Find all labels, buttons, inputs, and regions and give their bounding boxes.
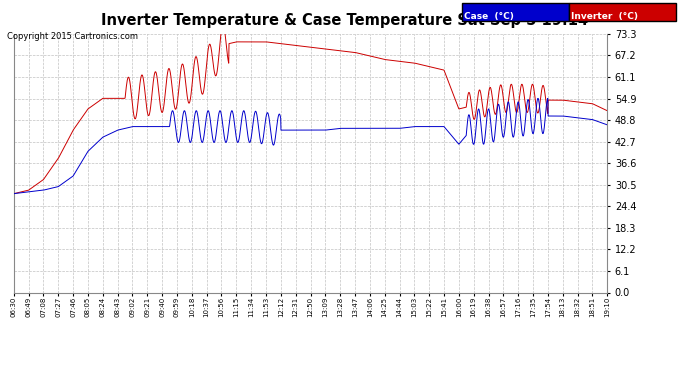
Text: Copyright 2015 Cartronics.com: Copyright 2015 Cartronics.com bbox=[7, 32, 138, 41]
Text: Case  (°C): Case (°C) bbox=[464, 12, 514, 21]
Text: Inverter Temperature & Case Temperature Sat Sep 5 19:14: Inverter Temperature & Case Temperature … bbox=[101, 13, 589, 28]
Text: Inverter  (°C): Inverter (°C) bbox=[571, 12, 638, 21]
